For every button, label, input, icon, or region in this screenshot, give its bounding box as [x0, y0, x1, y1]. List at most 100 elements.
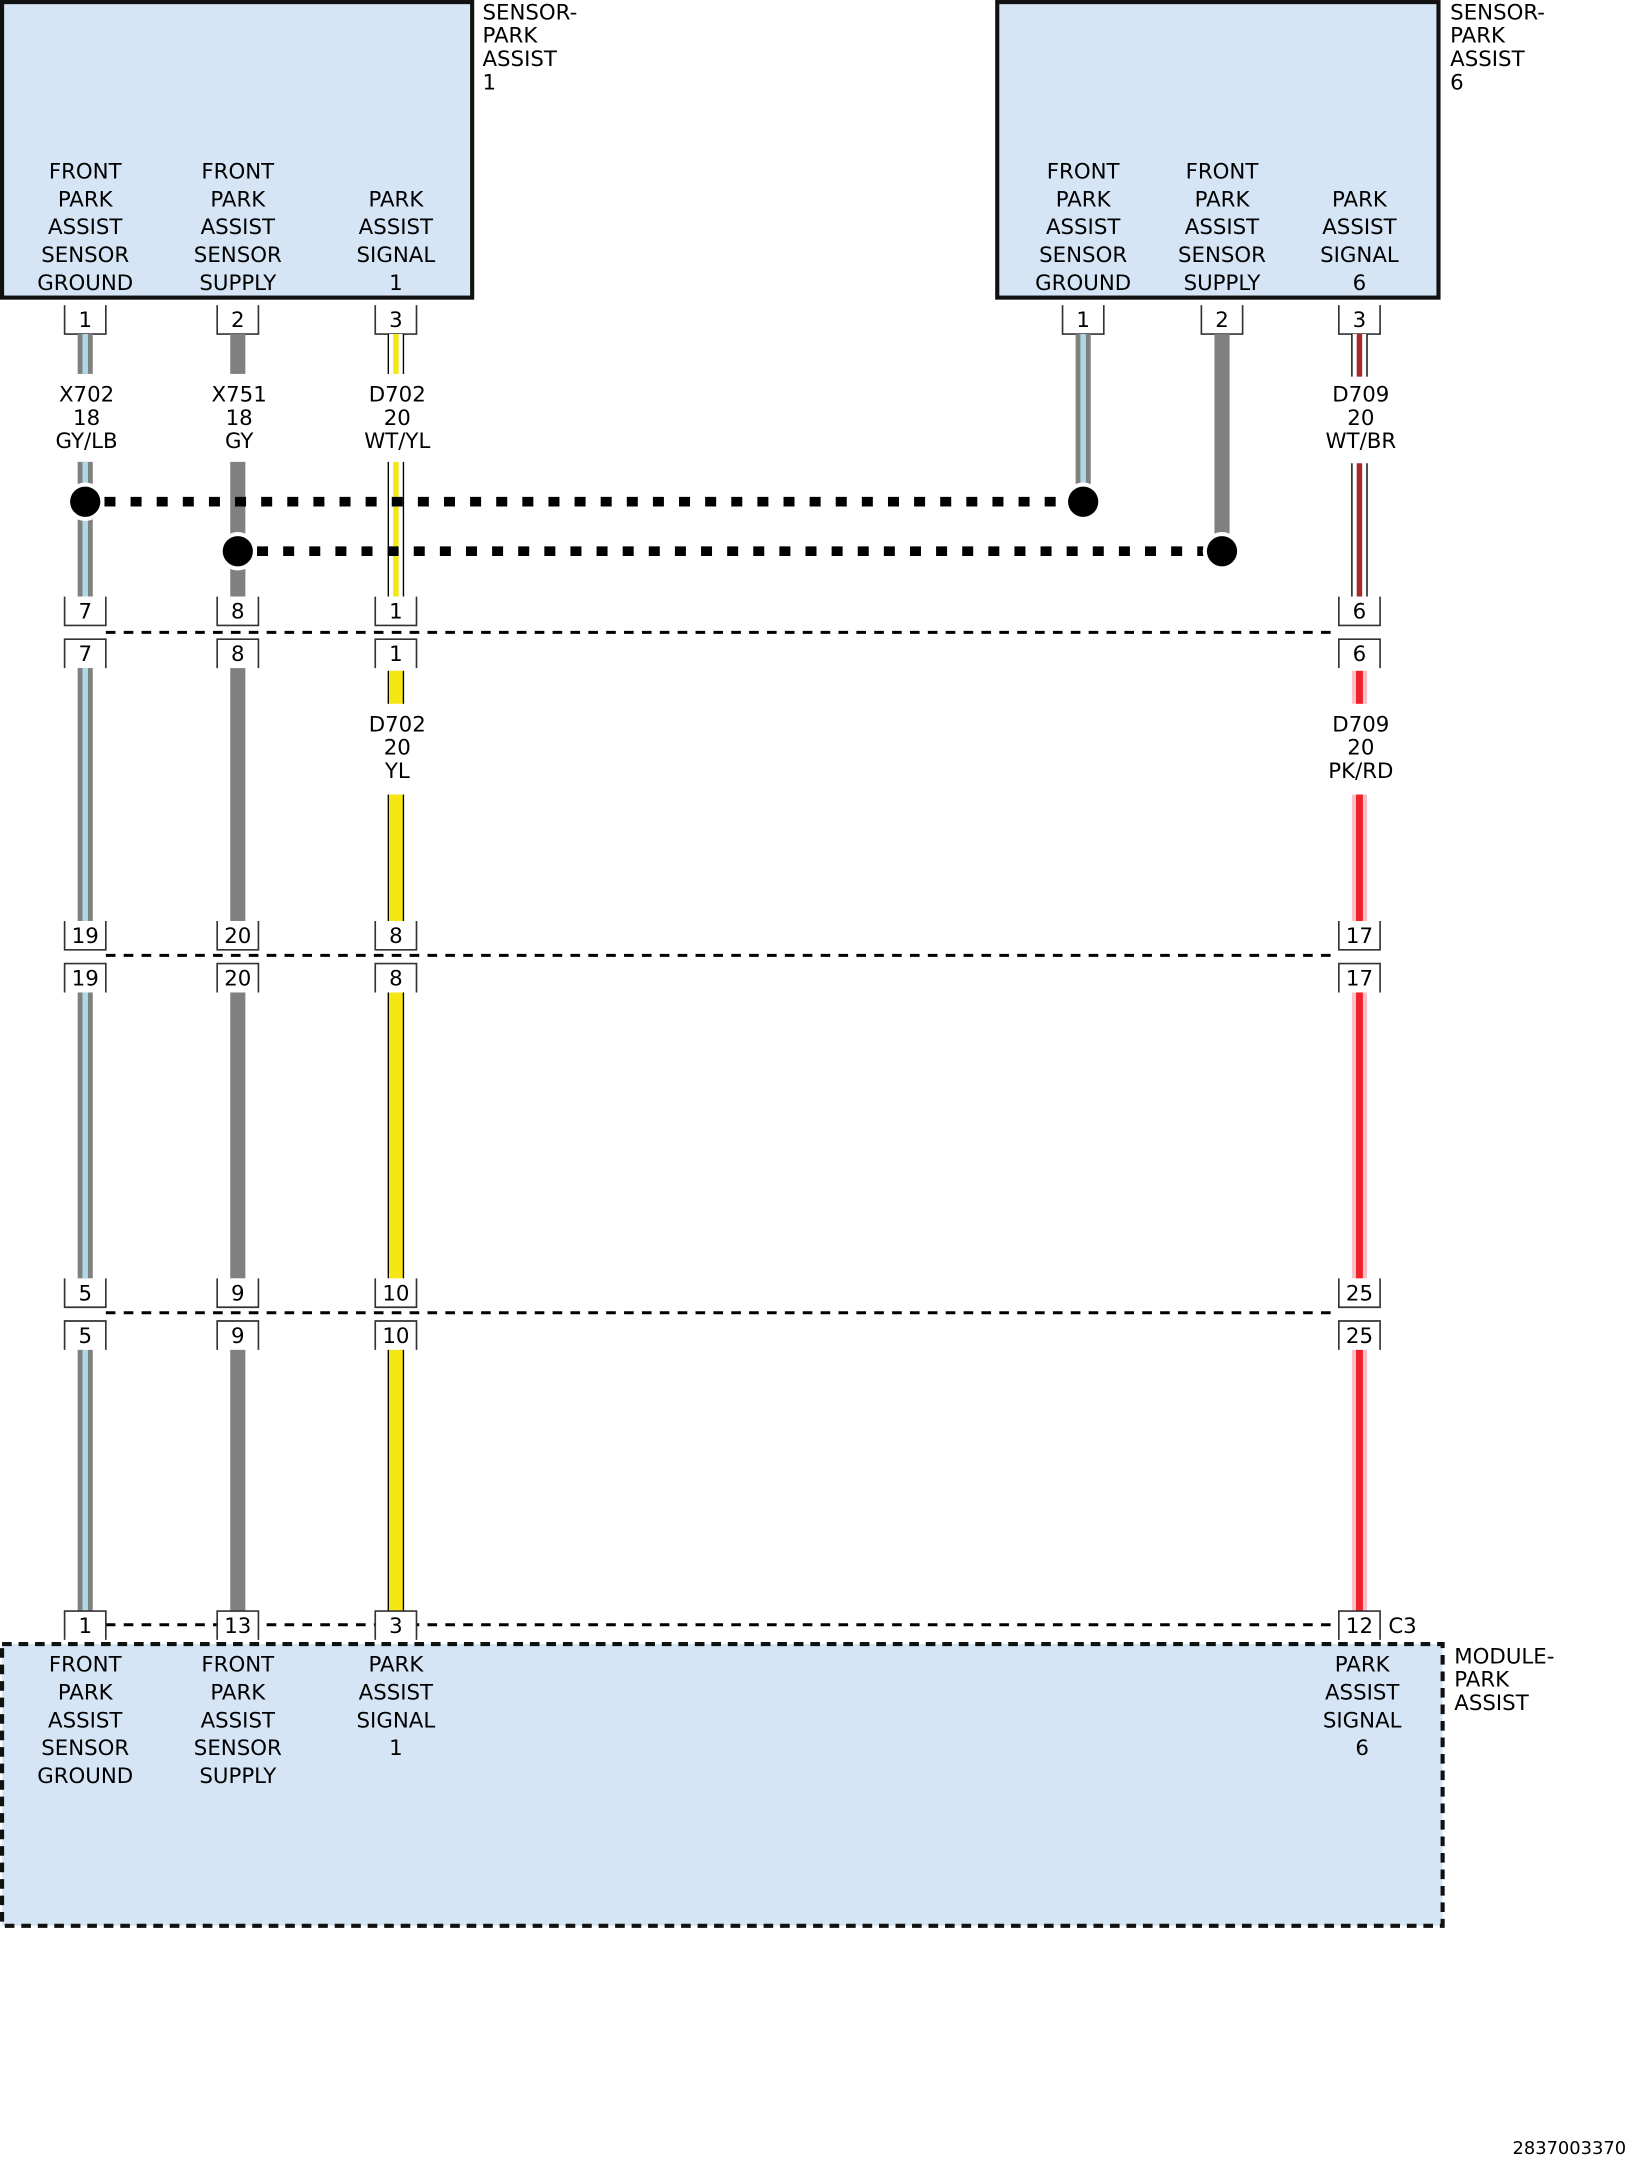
wire-label-x751: GY [225, 429, 254, 454]
splice-dot-icon [70, 486, 101, 517]
pin-outline [1338, 638, 1381, 669]
wire-fill [393, 461, 399, 597]
wire-fill [1356, 334, 1363, 377]
pin-outline [63, 920, 107, 951]
pin-8: 8 [216, 596, 260, 627]
wire-segment-gy-lb [77, 991, 93, 1279]
pin-10: 10 [374, 1320, 418, 1350]
pin-1: 1 [63, 305, 107, 335]
pin-function-label: PARK [1195, 187, 1251, 212]
splice-connections [65, 482, 1242, 571]
pin-outline [374, 1610, 418, 1640]
pin-function-label: SENSOR [194, 1736, 282, 1761]
wire-label-d709: 20 [1347, 736, 1374, 761]
pin-9: 9 [216, 1278, 260, 1309]
pin-outline [63, 638, 107, 669]
pin-number: 13 [224, 1614, 251, 1639]
pin-number: 20 [224, 967, 251, 992]
pin-1: 1 [374, 596, 418, 627]
component-name: PARK [1454, 1668, 1510, 1693]
pin-number: 6 [1353, 600, 1367, 625]
pin-cavity [217, 920, 259, 950]
component-module-park-assist: MODULE-PARKASSISTFRONTPARKASSISTSENSORGR… [0, 1641, 1554, 1928]
component-name: PARK [1450, 24, 1506, 49]
wire-fill [1356, 794, 1363, 921]
wire-segment-gy [230, 334, 246, 374]
pin-function-label: 1 [389, 1736, 403, 1761]
pin-function-label: ASSIST [1046, 215, 1121, 240]
pin-number: 9 [231, 1281, 245, 1306]
pin-cavity [64, 1611, 106, 1640]
component-name: ASSIST [482, 47, 557, 72]
pin-outline [374, 596, 418, 627]
pin-cavity [1338, 596, 1381, 626]
pin-outline [374, 1278, 418, 1309]
wire-fill [388, 1348, 404, 1612]
pin-6: 6 [1338, 638, 1381, 669]
splice-dot-icon [222, 536, 253, 567]
pin-5: 5 [63, 1320, 107, 1350]
wire-label-d709: 20 [1347, 406, 1374, 431]
pin-function-label: ASSIST [359, 1680, 434, 1705]
wire-label-d702: 20 [384, 406, 411, 431]
pin-5: 5 [63, 1278, 107, 1309]
wire-label-x751: 18 [226, 406, 253, 431]
wire-segment-pk-rd [1351, 1348, 1368, 1612]
pin-number: 1 [389, 600, 403, 625]
wire-fill [1356, 1348, 1363, 1612]
pin-19: 19 [63, 920, 107, 951]
pin-number: 5 [78, 1281, 92, 1306]
wire-labels: X70218GY/LBX75118GYD70220WT/YLD70920WT/B… [56, 382, 1397, 784]
pin-number: 2 [1215, 308, 1229, 333]
pin-outline [374, 962, 418, 993]
pin-outline [216, 962, 260, 993]
wire-fill [82, 461, 88, 597]
pin-outline [63, 1320, 107, 1350]
pin-function-label: SIGNAL [357, 243, 436, 268]
pin-function-label: PARK [1056, 187, 1112, 212]
component-name: PARK [482, 24, 538, 49]
pin-25: 25 [1338, 1278, 1381, 1309]
pin-cavity [1338, 1611, 1381, 1640]
pin-cavity [64, 596, 106, 626]
pin-cavity [64, 1320, 106, 1350]
wire-segment-yl [387, 670, 405, 704]
pin-cavity [375, 963, 417, 993]
inline-connector-2: 19 19 20 20 8 8 17 17 [63, 920, 1381, 993]
connector-id-c3: C3 [1388, 1614, 1416, 1639]
wire-fill [82, 666, 88, 921]
wire-label-d702: WT/YL [364, 429, 430, 454]
pin-function-label: FRONT [201, 1653, 275, 1678]
pin-number: 10 [382, 1281, 409, 1306]
pin-number: 8 [231, 642, 245, 667]
pin-function-label: PARK [58, 187, 114, 212]
pin-1: 1 [63, 1610, 107, 1640]
pin-outline [1338, 1278, 1381, 1309]
pin-cavity [217, 639, 259, 669]
wire-segment-wt-yl [387, 334, 405, 374]
pin-outline [216, 1320, 260, 1350]
pin-function-label: FRONT [1186, 159, 1260, 184]
pin-function-label: 6 [1355, 1736, 1369, 1761]
pin-function-label: PARK [1332, 187, 1388, 212]
pin-cavity [375, 1320, 417, 1350]
inline-connector-1: 7 7 8 8 1 1 6 6 [63, 596, 1381, 669]
pin-function-label: ASSIST [201, 215, 276, 240]
wire-fill [82, 1348, 88, 1612]
pin-17: 17 [1338, 962, 1381, 993]
pin-function-label: ASSIST [359, 215, 434, 240]
wire-fill [388, 794, 404, 921]
pin-function-label: FRONT [1047, 159, 1121, 184]
wire-label-d702: 20 [384, 736, 411, 761]
inline-connector-3: 5 5 9 9 10 10 25 25 [63, 1278, 1381, 1350]
pin-number: 6 [1353, 642, 1367, 667]
pin-function-label: 6 [1353, 271, 1367, 296]
pin-8: 8 [374, 962, 418, 993]
pin-cavity [375, 596, 417, 626]
wire-segment-pk-rd [1351, 794, 1368, 921]
wire-fill [230, 461, 246, 597]
pin-outline [216, 1610, 260, 1640]
wire-segment-gy-lb [77, 461, 93, 597]
component-box [0, 1641, 1445, 1928]
wire-fill [393, 334, 399, 374]
